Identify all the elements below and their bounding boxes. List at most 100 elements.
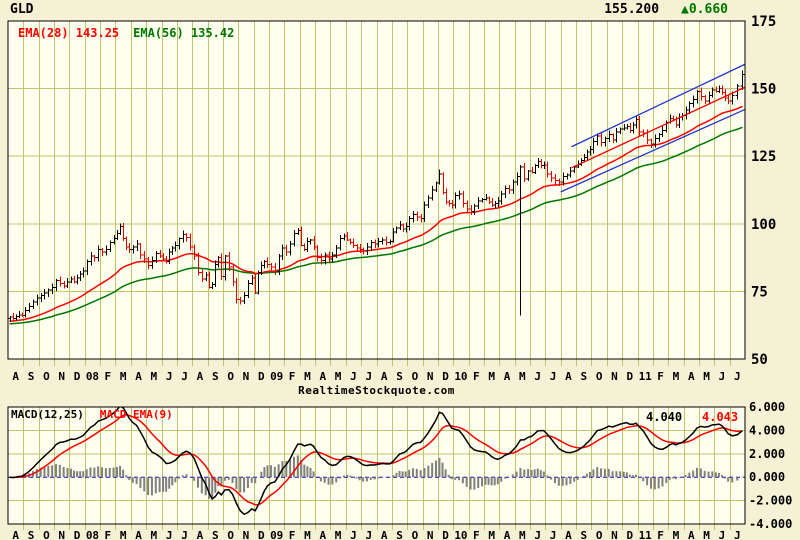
x-axis-label: 08: [86, 370, 99, 383]
x-axis-label: S: [212, 370, 219, 383]
ohlc-bar: [96, 245, 101, 262]
x-axis-label: M: [519, 529, 526, 540]
ohlc-bar: [65, 278, 70, 288]
macd-y-tick-label: 6.000: [749, 400, 785, 414]
ohlc-bar: [480, 198, 485, 203]
ohlc-bar: [319, 253, 324, 265]
ohlc-bar: [545, 161, 550, 178]
macd-legend: MACD(12,25) MACD EMA(9): [11, 409, 173, 420]
ohlc-bar: [522, 162, 527, 182]
macd-signal-line: [9, 414, 743, 506]
ohlc-bar: [437, 169, 442, 185]
x-axis-label: A: [504, 529, 511, 540]
ohlc-bar: [472, 204, 477, 215]
macd-panel-border: [7, 406, 746, 525]
x-axis-label: 09: [270, 529, 283, 540]
ohlc-bar: [649, 138, 654, 148]
ohlc-bar: [108, 240, 113, 253]
ohlc-bar: [660, 126, 665, 138]
ohlc-bar: [142, 250, 147, 263]
x-axis-label: S: [28, 370, 35, 383]
x-axis-label: O: [596, 370, 603, 383]
macd-value: 4.040: [646, 410, 683, 424]
x-axis-label: M: [703, 529, 710, 540]
ohlc-bar: [58, 276, 63, 287]
x-axis-label: M: [519, 370, 526, 383]
price-y-tick-label: 175: [751, 14, 776, 30]
x-axis-label: J: [734, 529, 741, 540]
x-axis-label: M: [120, 529, 127, 540]
x-axis-label: O: [43, 529, 50, 540]
x-axis-label: J: [550, 529, 557, 540]
ohlc-bar: [246, 280, 251, 299]
x-axis-label: D: [442, 370, 449, 383]
symbol-label: GLD: [10, 2, 34, 17]
x-axis-label: A: [381, 529, 388, 540]
x-axis-label: S: [396, 529, 403, 540]
ohlc-bar: [177, 237, 182, 250]
ohlc-bar: [188, 233, 193, 251]
x-axis-label: 11: [639, 370, 653, 383]
x-axis-label: N: [427, 370, 434, 383]
trendline: [571, 63, 745, 148]
ohlc-bar: [92, 255, 97, 262]
ohlc-bar: [361, 247, 366, 255]
x-axis-label: J: [366, 370, 373, 383]
ema-fast-line: [9, 105, 743, 322]
ohlc-bar: [526, 169, 531, 182]
ohlc-bar: [591, 137, 596, 154]
ohlc-bar: [384, 236, 389, 246]
ohlc-bar: [561, 172, 566, 186]
x-axis-label: J: [534, 370, 541, 383]
ohlc-bar: [411, 210, 416, 223]
ohlc-bar: [273, 263, 278, 276]
ema-slow-label: EMA(56) 135.42: [133, 26, 235, 40]
ohlc-bar: [227, 252, 232, 272]
ohlc-bar: [184, 233, 189, 242]
ohlc-bar: [553, 174, 558, 185]
ohlc-bar: [196, 252, 201, 276]
x-axis-label: M: [335, 529, 342, 540]
x-axis-label: O: [43, 370, 50, 383]
ohlc-bar: [415, 211, 420, 222]
ohlc-bar: [618, 127, 623, 134]
x-axis-label: J: [534, 529, 541, 540]
x-axis-label: O: [227, 529, 234, 540]
x-axis-label: F: [657, 370, 664, 383]
ohlc-bar: [234, 278, 239, 304]
ohlc-bar: [138, 242, 143, 259]
ohlc-bar: [219, 253, 224, 280]
price-y-tick-label: 100: [751, 217, 776, 233]
price-y-tick-label: 75: [751, 284, 768, 300]
x-axis-label: J: [550, 370, 557, 383]
macd-y-tick-label: -4.000: [749, 517, 792, 531]
price-panel-border: [7, 20, 746, 360]
x-axis-label: A: [12, 529, 19, 540]
x-axis-label: A: [197, 529, 204, 540]
x-axis-label: A: [319, 529, 326, 540]
x-axis-label: J: [734, 370, 741, 383]
ohlc-bar: [31, 299, 36, 310]
ohlc-bar: [422, 201, 427, 222]
x-axis-label: J: [350, 529, 357, 540]
ohlc-bar: [100, 247, 105, 256]
ohlc-bar: [127, 242, 132, 253]
macd-y-tick-label: 0.000: [749, 470, 785, 484]
ohlc-bar: [599, 132, 604, 147]
ohlc-bar: [603, 136, 608, 147]
ohlc-bar: [511, 179, 516, 194]
x-axis-label: D: [258, 370, 265, 383]
price-y-tick-label: 150: [751, 82, 776, 98]
last-price: 155.200: [604, 2, 660, 17]
ohlc-bar: [150, 256, 155, 269]
ohlc-bar: [27, 303, 32, 313]
trendline: [571, 86, 745, 169]
ohlc-bar: [394, 226, 399, 234]
x-axis-label: J: [366, 529, 373, 540]
ohlc-bar: [131, 245, 136, 254]
price-y-axis: 175 150 125 100 75 50: [751, 14, 776, 368]
x-axis-label: J: [166, 370, 173, 383]
x-axis-label: N: [611, 529, 618, 540]
quote-box: 155.200 ▲0.660: [604, 3, 728, 16]
